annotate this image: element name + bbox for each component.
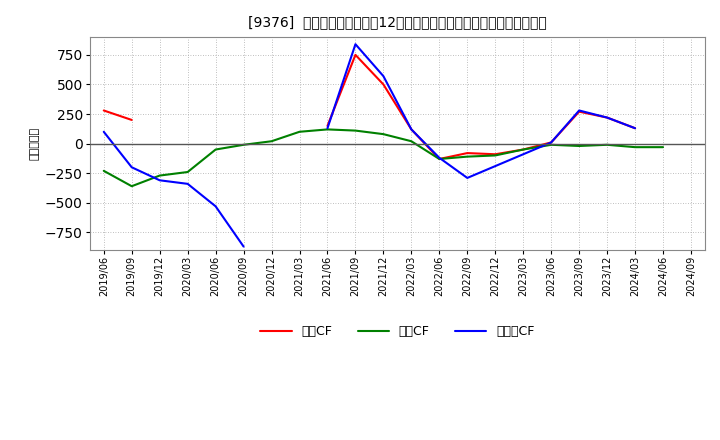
投資CF: [295, 129, 304, 134]
営業CF: [99, 108, 108, 113]
フリーCF: [211, 204, 220, 209]
Line: フリーCF: フリーCF: [104, 132, 243, 246]
投資CF: [211, 147, 220, 152]
投資CF: [575, 143, 583, 149]
Line: 営業CF: 営業CF: [104, 110, 132, 120]
フリーCF: [239, 244, 248, 249]
投資CF: [435, 156, 444, 161]
フリーCF: [99, 129, 108, 134]
投資CF: [659, 144, 667, 150]
Title: [9376]  キャッシュフローの12か月移動合計の対前年同期増減額の推移: [9376] キャッシュフローの12か月移動合計の対前年同期増減額の推移: [248, 15, 546, 29]
フリーCF: [156, 178, 164, 183]
投資CF: [547, 142, 556, 147]
投資CF: [407, 139, 415, 144]
投資CF: [267, 139, 276, 144]
投資CF: [239, 142, 248, 147]
投資CF: [99, 168, 108, 173]
投資CF: [184, 169, 192, 175]
投資CF: [519, 147, 528, 152]
Legend: 営業CF, 投資CF, フリーCF: 営業CF, 投資CF, フリーCF: [256, 320, 539, 343]
投資CF: [156, 173, 164, 178]
投資CF: [127, 183, 136, 189]
Line: 投資CF: 投資CF: [104, 129, 663, 186]
投資CF: [379, 132, 388, 137]
フリーCF: [184, 181, 192, 187]
投資CF: [351, 128, 360, 133]
投資CF: [631, 144, 639, 150]
投資CF: [491, 153, 500, 158]
投資CF: [603, 142, 611, 147]
投資CF: [323, 127, 332, 132]
フリーCF: [127, 165, 136, 170]
Y-axis label: （百万円）: （百万円）: [30, 127, 40, 160]
営業CF: [127, 117, 136, 123]
投資CF: [463, 154, 472, 159]
